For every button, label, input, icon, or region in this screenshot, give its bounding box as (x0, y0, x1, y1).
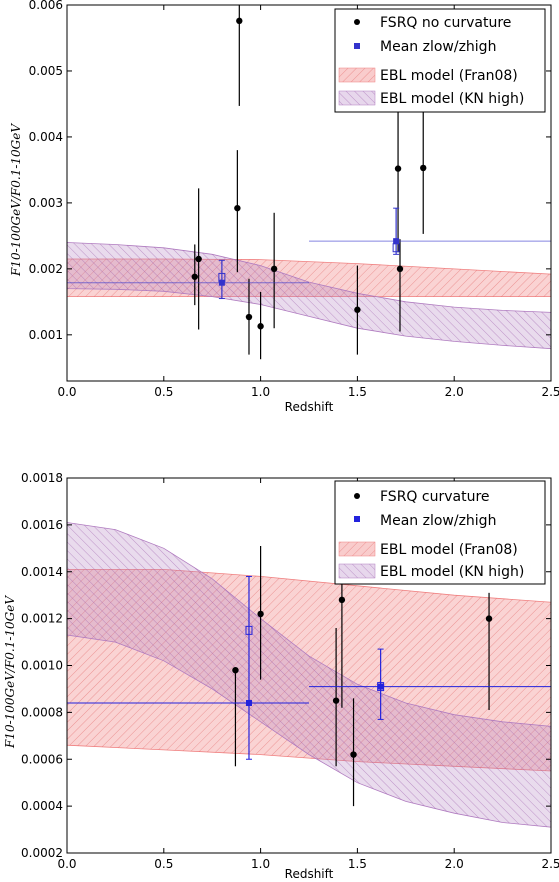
x-tick-label: 0.0 (57, 385, 76, 399)
fsrq-data-point (332, 697, 340, 704)
bottom-chart: 0.0 0.5 1.0 1.5 2.0 2.5 0.00020.00040.00060.0… (3, 471, 559, 881)
fsrq-data-point (270, 265, 278, 273)
top-y-ticks: 0.001 0.002 0.003 0.004 0.005 0.006 (29, 0, 551, 342)
x-tick-label: 1.5 (348, 857, 367, 871)
fsrq-data-point (394, 165, 402, 172)
bottom-legend: FSRQ curvature Mean zlow/zhigh EBL model… (334, 480, 546, 585)
x-tick-label: 0.5 (154, 857, 173, 871)
mean-open-marker (245, 625, 253, 635)
fsrq-data-point (420, 164, 427, 172)
y-tick-label: 0.001 (29, 328, 63, 342)
bottom-legend-fran08-hatch (338, 541, 376, 557)
fsrq-data-point (485, 615, 493, 622)
x-tick-label: 2.0 (445, 385, 464, 399)
top-x-axis-label: Redshift (285, 400, 334, 414)
top-chart: 0.0 0.5 1.0 1.5 2.0 2.5 0.0010.0020.0030.0040… (9, 0, 559, 414)
y-tick-label: 0.0018 (21, 471, 63, 485)
top-legend-label-mean: Mean zlow/zhigh (380, 39, 496, 55)
fsrq-data-point (245, 313, 253, 321)
bottom-legend-label-fsrq: FSRQ curvature (380, 489, 490, 505)
fsrq-data-point (236, 17, 243, 25)
top-ebl-bands (66, 242, 552, 350)
y-tick-label: 0.006 (29, 0, 63, 12)
bottom-error-bars (67, 545, 551, 807)
top-legend-circle-marker (354, 19, 360, 25)
top-legend-square-marker (354, 43, 360, 49)
top-plot-frame (66, 4, 552, 382)
y-tick-label: 0.005 (29, 64, 63, 78)
x-tick-label: 1.0 (251, 857, 270, 871)
fsrq-data-point (195, 255, 202, 263)
mean-filled-marker (393, 238, 400, 245)
top-legend-label-fsrq: FSRQ no curvature (380, 15, 511, 31)
bottom-y-axis-label: F10-100GeV/F0.1-10GeV (3, 595, 17, 749)
bottom-data-points (232, 596, 493, 758)
mean-filled-marker (218, 279, 225, 286)
fsrq-data-point (350, 751, 357, 758)
y-tick-label: 0.0014 (21, 565, 63, 579)
x-tick-label: 1.5 (348, 385, 367, 399)
y-tick-label: 0.004 (29, 130, 63, 144)
bottom-legend-square-marker (354, 516, 360, 522)
fsrq-data-point (234, 204, 241, 212)
fsrq-data-point (232, 666, 239, 674)
x-tick-label: 1.0 (251, 385, 270, 399)
mean-filled-marker (245, 700, 252, 706)
bottom-legend-label-kn: EBL model (KN high) (380, 564, 524, 580)
y-tick-label: 0.0002 (21, 846, 63, 860)
fsrq-data-point (191, 273, 198, 280)
bottom-y-ticks: 0.0002 0.0004 0.0006 0.0008 0.0010 0.0012 0.00… (21, 471, 551, 860)
bottom-legend-label-mean: Mean zlow/zhigh (380, 513, 496, 529)
bottom-legend-box (334, 480, 546, 585)
bottom-ebl-bands (66, 522, 552, 828)
top-legend: FSRQ no curvature Mean zlow/zhigh EBL mo… (334, 8, 546, 113)
fsrq-data-point (396, 265, 404, 273)
x-tick-label: 2.0 (445, 857, 464, 871)
top-data-points (191, 17, 427, 330)
bottom-x-axis-label: Redshift (285, 867, 334, 881)
bottom-legend-circle-marker (354, 493, 360, 499)
y-tick-label: 0.002 (29, 262, 63, 276)
x-tick-label: 0.5 (154, 385, 173, 399)
kn-high-band-hatch (67, 242, 551, 349)
bottom-legend-kn-hatch (338, 563, 376, 579)
top-x-ticks: 0.0 0.5 1.0 1.5 2.0 2.5 (57, 5, 559, 399)
x-tick-label: 2.5 (541, 385, 559, 399)
top-legend-fran08-hatch (338, 67, 376, 83)
fsrq-data-point (354, 306, 361, 313)
top-legend-label-kn: EBL model (KN high) (380, 91, 524, 107)
fsrq-data-point (257, 610, 264, 618)
fsrq-data-point (257, 323, 264, 330)
x-tick-label: 2.5 (541, 857, 559, 871)
y-tick-label: 0.0012 (21, 612, 63, 626)
bottom-x-ticks: 0.0 0.5 1.0 1.5 2.0 2.5 (57, 478, 559, 871)
top-y-axis-label: F10-100GeV/F0.1-10GeV (9, 123, 23, 277)
y-tick-label: 0.0008 (21, 705, 63, 719)
fsrq-data-point (338, 596, 346, 604)
x-tick-label: 0.0 (57, 857, 76, 871)
top-legend-kn-hatch (338, 90, 376, 106)
y-tick-label: 0.0006 (21, 752, 63, 766)
y-tick-label: 0.0004 (21, 799, 63, 813)
top-legend-label-fran08: EBL model (Fran08) (380, 68, 518, 84)
y-tick-label: 0.003 (29, 196, 63, 210)
kn-high-band-hatch (67, 522, 551, 828)
mean-filled-marker (377, 683, 384, 690)
y-tick-label: 0.0010 (21, 659, 63, 673)
bottom-legend-label-fran08: EBL model (Fran08) (380, 542, 518, 558)
y-tick-label: 0.0016 (21, 518, 63, 532)
